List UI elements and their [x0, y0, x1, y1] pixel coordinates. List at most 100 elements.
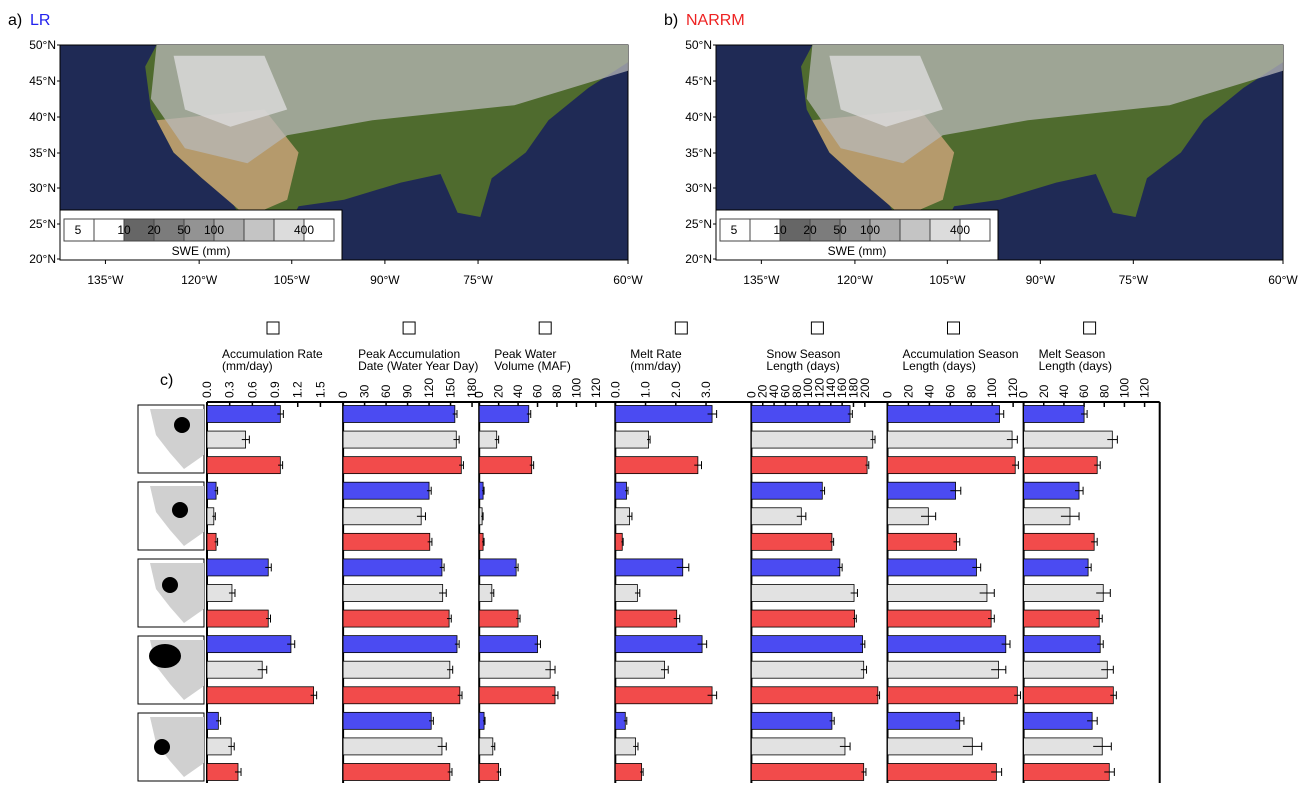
panel-title: (mm/day)	[222, 359, 273, 373]
bar	[206, 558, 269, 577]
x-tick-label: 1.2	[291, 381, 305, 398]
x-tick-label: 0.3	[223, 381, 237, 398]
bar	[478, 660, 551, 679]
bar	[1023, 686, 1114, 705]
x-tick-label: 120	[1006, 378, 1020, 398]
bar	[342, 456, 462, 475]
bar	[614, 660, 665, 679]
bar	[1023, 609, 1100, 628]
panel-icon	[810, 321, 824, 335]
lat-label: 45°N	[685, 74, 712, 88]
bar	[1023, 635, 1101, 654]
x-tick-label: 3.0	[699, 381, 713, 398]
bar	[478, 686, 556, 705]
bar	[614, 405, 713, 423]
bar	[887, 558, 977, 577]
bar	[1023, 584, 1104, 602]
bar	[478, 635, 538, 654]
bar	[206, 609, 269, 628]
x-tick-label: 120	[422, 378, 436, 398]
panel-title: (mm/day)	[630, 359, 681, 373]
lon-label: 90°W	[370, 273, 400, 287]
bar	[478, 609, 519, 628]
bar	[342, 558, 443, 577]
bar	[478, 405, 530, 423]
bar	[342, 763, 451, 781]
x-tick-label: 120	[812, 378, 826, 398]
bar	[614, 456, 699, 475]
x-tick-label: 0.0	[200, 381, 214, 398]
panel-title: LR	[30, 12, 50, 29]
x-tick-label: 2.0	[669, 381, 683, 398]
lat-label: 35°N	[685, 146, 712, 160]
x-tick-label: 40	[1057, 384, 1071, 398]
region-map-land	[150, 409, 204, 469]
x-tick-label: 0	[1017, 391, 1031, 398]
x-tick-label: 20	[756, 384, 770, 398]
colorbar-label: 100	[860, 223, 880, 237]
panel-title: Snow Season	[766, 347, 840, 361]
panel-title: Length (days)	[766, 359, 839, 373]
bar	[206, 737, 232, 756]
lon-label: 105°W	[929, 273, 966, 287]
bar	[751, 737, 846, 756]
panel-label: a)	[8, 12, 22, 29]
x-tick-label: 90	[401, 384, 415, 398]
colorbar-label: 50	[177, 223, 191, 237]
lat-label: 30°N	[685, 181, 712, 195]
bar	[1023, 532, 1095, 551]
x-tick-label: 20	[1037, 384, 1051, 398]
region-highlight	[154, 739, 170, 755]
colorbar-label: 5	[731, 223, 738, 237]
x-tick-label: 60	[943, 384, 957, 398]
lat-label: 40°N	[29, 110, 56, 124]
bar	[206, 635, 292, 654]
x-tick-label: 180	[846, 378, 860, 398]
colorbar-title: SWE (mm)	[828, 244, 887, 258]
snow-cover	[829, 55, 943, 127]
bar	[887, 481, 956, 500]
bar	[887, 584, 988, 602]
x-tick-label: 0.0	[608, 381, 622, 398]
bar	[342, 584, 444, 602]
panel-label: c)	[160, 372, 173, 389]
region-map-land	[150, 563, 204, 623]
region-highlight	[162, 577, 178, 593]
bar	[751, 584, 855, 602]
x-tick-label: 100	[1117, 378, 1131, 398]
bar	[887, 405, 1000, 423]
x-tick-label: 80	[790, 384, 804, 398]
x-tick-label: 30	[358, 384, 372, 398]
bar	[342, 737, 443, 756]
x-tick-label: 0	[336, 391, 350, 398]
colorbar-cell	[303, 218, 335, 242]
x-tick-label: 100	[801, 378, 815, 398]
colorbar-label: 20	[803, 223, 817, 237]
x-tick-label: 120	[589, 378, 603, 398]
lon-label: 90°W	[1026, 273, 1056, 287]
bar	[614, 763, 643, 781]
bar	[342, 660, 451, 679]
snow-cover	[173, 55, 288, 127]
colorbar-label: 400	[950, 223, 970, 237]
panel-icon	[266, 321, 280, 335]
colorbar-label: 10	[773, 223, 787, 237]
bar	[614, 558, 684, 577]
panel-title: Peak Water	[494, 347, 556, 361]
x-tick-label: 1.0	[639, 381, 653, 398]
lat-label: 25°N	[685, 217, 712, 231]
panel-title: NARRM	[686, 12, 745, 29]
panel-icon	[674, 321, 688, 335]
lat-label: 40°N	[685, 110, 712, 124]
panel-title: Accumulation Season	[903, 347, 1019, 361]
x-tick-label: 40	[767, 384, 781, 398]
bar	[751, 763, 865, 781]
lat-label: 50°N	[685, 38, 712, 52]
x-tick-label: 20	[901, 384, 915, 398]
x-tick-label: 60	[778, 384, 792, 398]
bar	[614, 481, 627, 500]
bar	[751, 660, 865, 679]
lon-label: 60°W	[613, 273, 643, 287]
colorbar-cell	[899, 218, 931, 242]
x-tick-label: 0	[472, 391, 486, 398]
